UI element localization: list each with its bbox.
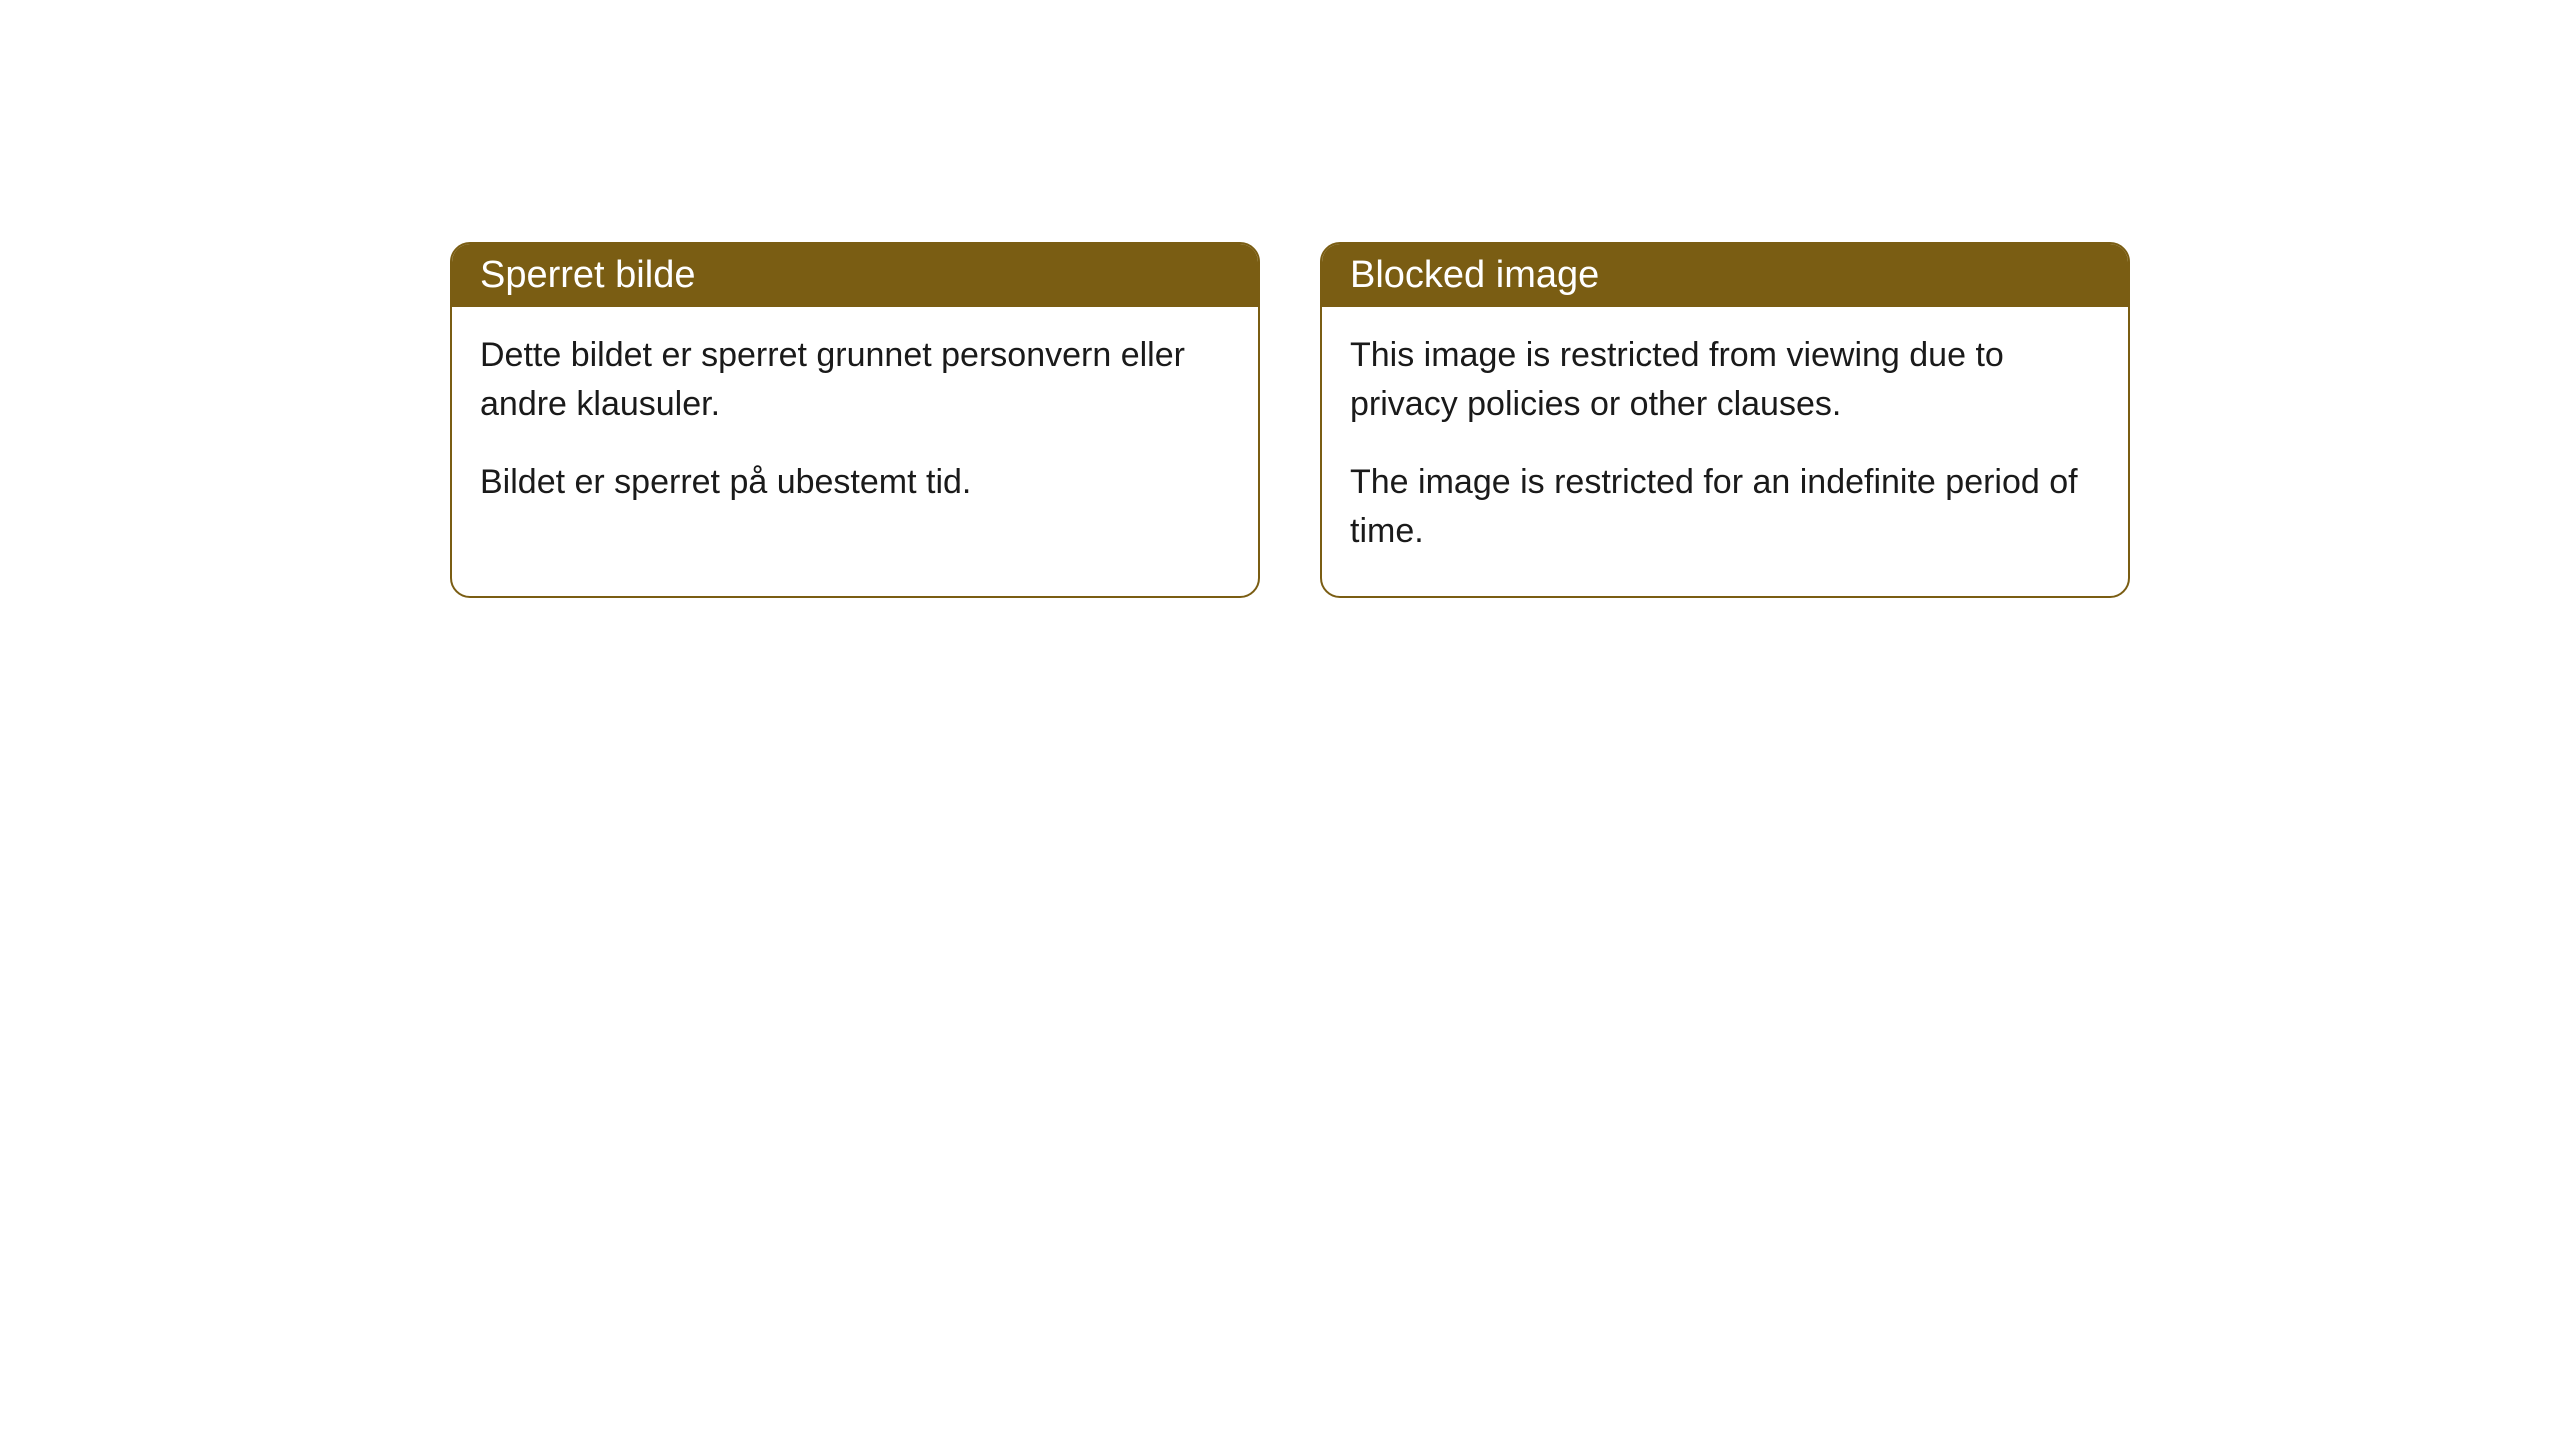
- card-body-english: This image is restricted from viewing du…: [1322, 307, 2128, 596]
- notice-card-norwegian: Sperret bilde Dette bildet er sperret gr…: [450, 242, 1260, 598]
- card-paragraph: This image is restricted from viewing du…: [1350, 331, 2100, 430]
- notice-cards-container: Sperret bilde Dette bildet er sperret gr…: [450, 242, 2130, 598]
- card-paragraph: The image is restricted for an indefinit…: [1350, 458, 2100, 557]
- card-body-norwegian: Dette bildet er sperret grunnet personve…: [452, 307, 1258, 547]
- card-header-norwegian: Sperret bilde: [452, 244, 1258, 307]
- card-paragraph: Bildet er sperret på ubestemt tid.: [480, 458, 1230, 507]
- notice-card-english: Blocked image This image is restricted f…: [1320, 242, 2130, 598]
- card-paragraph: Dette bildet er sperret grunnet personve…: [480, 331, 1230, 430]
- card-header-english: Blocked image: [1322, 244, 2128, 307]
